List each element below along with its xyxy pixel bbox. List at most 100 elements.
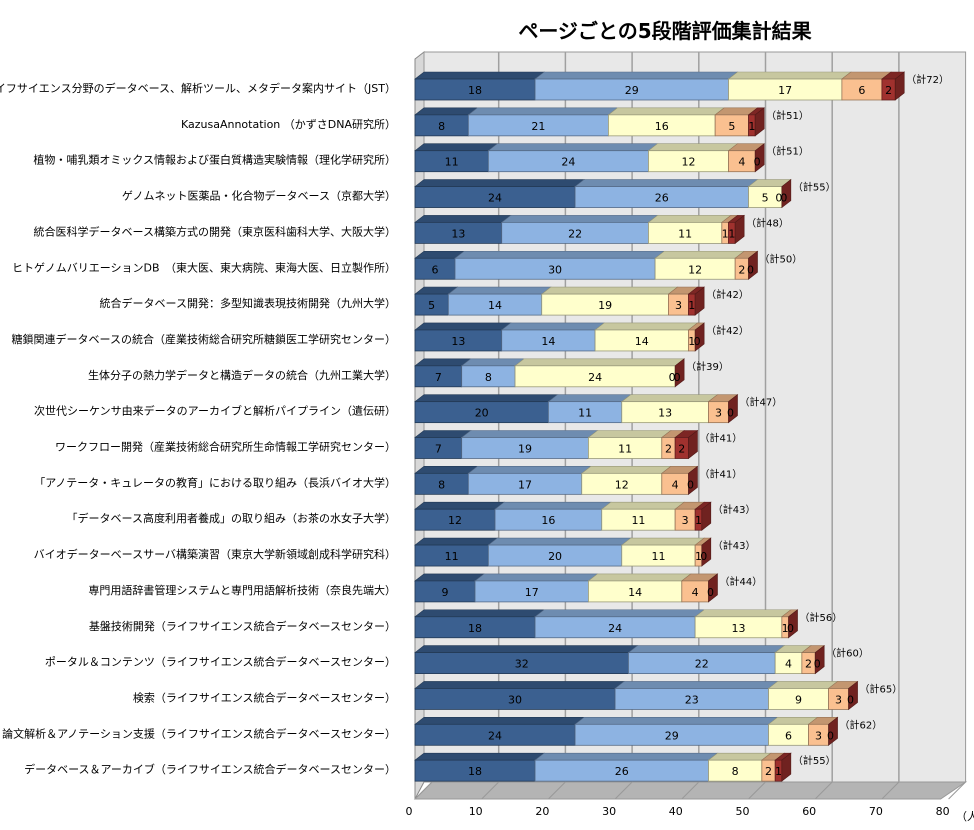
bar-segment-top bbox=[414, 322, 512, 331]
bar-row: 11 24 12 4 0 （計51） bbox=[414, 143, 809, 173]
value-label: 3 bbox=[715, 407, 722, 420]
bar-segment-top bbox=[414, 501, 505, 510]
value-label: 16 bbox=[655, 120, 669, 133]
value-label: 30 bbox=[508, 693, 522, 706]
value-label: 20 bbox=[475, 407, 489, 420]
total-label: （計42） bbox=[706, 288, 749, 301]
bar-side bbox=[814, 644, 825, 675]
bar-row: 6 30 12 2 0 （計50） bbox=[414, 250, 803, 280]
value-label: 19 bbox=[518, 443, 532, 456]
value-label: 3 bbox=[682, 514, 689, 527]
value-label: 1 bbox=[775, 765, 782, 778]
total-label: （計39） bbox=[686, 360, 729, 373]
value-label: 1 bbox=[722, 227, 729, 240]
bar-side bbox=[848, 680, 858, 711]
value-label: 11 bbox=[651, 550, 665, 563]
bar-row: 5 14 19 3 1 （計42） bbox=[414, 286, 749, 316]
x-axis-ticks: 0 10 20 30 40 50 60 70 80 bbox=[406, 805, 950, 818]
bar-segment-top bbox=[500, 322, 605, 331]
category-label: データベース＆アーカイブ（ライフサイエンス統合データベースセンター） bbox=[24, 762, 396, 776]
value-label: 4 bbox=[672, 478, 679, 491]
bar-segment-top bbox=[600, 501, 686, 510]
x-tick-label: 60 bbox=[802, 805, 816, 818]
category-label: ライフサイエンス分野のデータベース、解析ツール、メタデータ案内サイト（JST） bbox=[0, 81, 396, 95]
bar-segment-top bbox=[694, 609, 792, 618]
bar-row: 9 17 14 4 0 （計44） bbox=[414, 573, 762, 603]
value-label: 26 bbox=[615, 765, 629, 778]
value-label: 0 bbox=[814, 658, 821, 671]
bar-segment-top bbox=[414, 645, 639, 653]
value-label: 11 bbox=[445, 156, 459, 169]
value-label: 0 bbox=[827, 729, 834, 742]
value-label: 14 bbox=[635, 335, 649, 348]
bar-side bbox=[788, 609, 798, 639]
bar-row: 20 11 13 3 0 （計47） bbox=[414, 394, 782, 424]
value-label: 0 bbox=[727, 407, 734, 420]
floor-gridline bbox=[948, 781, 966, 800]
bar-segment-top bbox=[647, 215, 732, 223]
bar-segment-top bbox=[514, 358, 686, 367]
category-label: 生体分子の熱力学データと構造データの統合（九州工業大学） bbox=[88, 368, 396, 382]
value-label: 2 bbox=[665, 443, 672, 456]
category-labels: ライフサイエンス分野のデータベース、解析ツール、メタデータ案内サイト（JST） K… bbox=[0, 81, 396, 776]
bar-side bbox=[708, 573, 718, 603]
bar-side bbox=[674, 358, 685, 388]
bar-segment-top bbox=[414, 430, 472, 438]
value-label: 24 bbox=[588, 371, 602, 384]
bars-group: 18 29 17 6 2（計72）8 21 16 5 1（計51）11 24 12 4 0（計51）24… bbox=[414, 71, 949, 782]
value-label: 29 bbox=[625, 84, 639, 97]
category-label: ワークフロー開発（産業技術総合研究所生命情報工学研究センター） bbox=[55, 440, 396, 454]
value-label: 7 bbox=[435, 371, 442, 384]
floor-gridline bbox=[614, 781, 633, 800]
value-label: 0 bbox=[707, 586, 714, 599]
bar-segment-top bbox=[487, 143, 659, 151]
value-label: 29 bbox=[665, 729, 679, 742]
value-label: 2 bbox=[885, 84, 892, 97]
bar-side bbox=[781, 752, 792, 782]
category-label: 基盤技術開発（ライフサイエンス統合データベースセンター） bbox=[89, 619, 396, 633]
floor-gridline bbox=[481, 781, 500, 800]
total-label: （計51） bbox=[766, 109, 809, 122]
value-label: 18 bbox=[468, 765, 482, 778]
category-label: 次世代シーケンサ由来データのアーカイブと解析パイプライン（遺伝研） bbox=[34, 404, 396, 418]
total-label: （計55） bbox=[793, 181, 836, 194]
floor-gridline bbox=[414, 781, 433, 800]
total-label: （計50） bbox=[760, 252, 803, 265]
bar-side bbox=[748, 250, 758, 280]
floor-gridline bbox=[681, 781, 700, 800]
bar-segment-top bbox=[500, 215, 659, 223]
bar-row: 32 22 4 2 0 （計60） bbox=[414, 644, 869, 675]
bar-row: 30 23 9 3 0 （計65） bbox=[414, 680, 902, 711]
bar-segment-top bbox=[574, 716, 779, 725]
category-label: KazusaAnnotation （かずさDNA研究所） bbox=[181, 117, 396, 131]
bar-segment-top bbox=[414, 466, 479, 474]
value-label: 2 bbox=[765, 765, 772, 778]
category-label: 「アノテータ・キュレータの教育」における取り組み（長浜バイオ大学） bbox=[34, 475, 396, 489]
bar-row: 13 22 11 1 1（計48） bbox=[414, 214, 789, 245]
bar-side bbox=[828, 716, 838, 746]
value-label: 0 bbox=[694, 335, 701, 348]
value-label: 13 bbox=[658, 407, 672, 420]
category-label: ポータル＆コンテンツ（ライフサイエンス統合データベースセンター） bbox=[45, 655, 396, 669]
value-label: 26 bbox=[655, 192, 669, 205]
value-label: 13 bbox=[451, 227, 465, 240]
bar-row: 7 19 11 2 2 （計41） bbox=[414, 429, 742, 460]
total-label: （計55） bbox=[793, 754, 836, 767]
value-label: 24 bbox=[488, 192, 502, 205]
floor-gridline bbox=[881, 781, 900, 800]
value-label: 24 bbox=[561, 156, 575, 169]
bar-segment-top bbox=[414, 716, 585, 725]
value-label: 2 bbox=[678, 443, 685, 456]
value-label: 0 bbox=[747, 263, 754, 276]
value-label: 3 bbox=[675, 299, 682, 312]
bar-row: 8 17 12 4 0 （計41） bbox=[414, 465, 742, 495]
bar-side bbox=[754, 143, 765, 173]
value-label: 17 bbox=[778, 84, 792, 97]
bar-segment-top bbox=[474, 573, 599, 582]
value-label: 23 bbox=[685, 693, 699, 706]
value-label: 30 bbox=[548, 263, 562, 276]
value-label: 1 bbox=[688, 335, 695, 348]
bar-row: 11 20 11 10（計43） bbox=[414, 537, 756, 567]
value-label: 3 bbox=[815, 729, 822, 742]
